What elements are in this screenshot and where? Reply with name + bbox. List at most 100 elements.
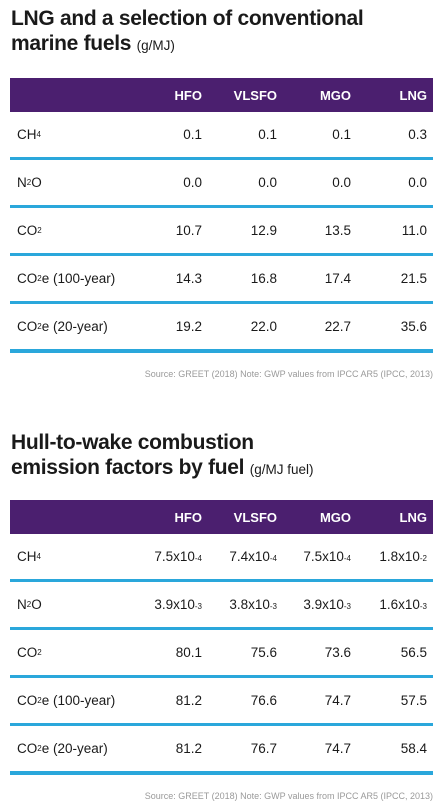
table-cell-value: 0.0 (271, 160, 351, 205)
cell-mantissa: 76.7 (250, 741, 277, 756)
table-cell-value: 16.8 (197, 256, 277, 301)
table-cell-value: 7.5x10 -4 (122, 534, 202, 579)
row-label: CO 2 (17, 630, 42, 675)
cell-number: 3.9x10 -3 (303, 597, 351, 612)
table-cell-value: 3.8x10 -3 (197, 582, 277, 627)
table-cell-value: 10.7 (122, 208, 202, 253)
cell-exponent: -3 (194, 602, 202, 611)
row-label-main: CH (17, 127, 37, 142)
cell-mantissa: 11.0 (401, 223, 427, 238)
row-label-main: CO (17, 741, 38, 756)
cell-number: 80.1 (176, 645, 202, 660)
cell-mantissa: 7.4x10 (229, 549, 270, 564)
table-row: N 2 O 0.0 0.0 0.0 0.0 (10, 160, 433, 208)
cell-number: 0.0 (258, 175, 277, 190)
row-label-subscript: 2 (37, 322, 42, 331)
row-label-main: CO (17, 645, 38, 660)
row-label-main: CO (17, 271, 38, 286)
cell-mantissa: 0.1 (258, 127, 277, 142)
cell-number: 0.1 (183, 127, 202, 142)
row-label: CO 2 e (20-year) (17, 304, 108, 349)
row-label-tail: O (31, 175, 42, 190)
table-2-source: Source: GREET (2018) Note: GWP values fr… (144, 791, 433, 801)
table-cell-value: 73.6 (271, 630, 351, 675)
cell-mantissa: 7.5x10 (154, 549, 195, 564)
cell-number: 22.7 (325, 319, 351, 334)
cell-mantissa: 1.6x10 (379, 597, 420, 612)
row-label: CO 2 (17, 208, 42, 253)
cell-mantissa: 57.5 (400, 693, 427, 708)
cell-mantissa: 81.2 (175, 693, 202, 708)
column-header: VLSFO (233, 87, 277, 103)
cell-number: 7.5x10 -4 (303, 549, 351, 564)
cell-number: 13.5 (325, 223, 351, 238)
table-row: CO 2 80.1 75.6 73.6 56.5 (10, 630, 433, 678)
row-label-tail: e (20-year) (41, 741, 108, 756)
table-header-row: HFO VLSFO MGO LNG (10, 78, 433, 112)
table-1-title: LNG and a selection of conventional mari… (11, 6, 371, 58)
cell-mantissa: 13.5 (324, 223, 351, 238)
column-header: MGO (319, 87, 351, 103)
table-cell-value: 35.6 (347, 304, 427, 349)
cell-exponent: -3 (269, 602, 277, 611)
cell-mantissa: 3.9x10 (154, 597, 195, 612)
table-2-unit: (g/MJ fuel) (249, 462, 314, 477)
table-cell-value: 11.0 (347, 208, 427, 253)
row-label-main: CH (17, 549, 37, 564)
table-cell-value: 0.1 (271, 112, 351, 157)
cell-mantissa: 76.6 (250, 693, 277, 708)
table-1-title-text: LNG and a selection of conventional mari… (11, 7, 364, 55)
table-cell-value: 21.5 (347, 256, 427, 301)
cell-mantissa: 16.8 (250, 271, 277, 286)
row-label-subscript: 2 (26, 600, 32, 609)
row-label-tail: O (31, 597, 42, 612)
cell-mantissa: 73.6 (324, 645, 351, 660)
row-label-subscript: 4 (36, 130, 41, 139)
row-label-subscript: 2 (37, 744, 42, 753)
cell-exponent: -4 (269, 554, 277, 563)
table-cell-value: 1.6x10 -3 (347, 582, 427, 627)
table-row: CH 4 0.1 0.1 0.1 0.3 (10, 112, 433, 160)
table-row: CO 2 e (100-year) 14.3 16.8 17.4 21.5 (10, 256, 433, 304)
cell-mantissa: 0.0 (183, 175, 202, 190)
cell-mantissa: 1.8x10 (379, 549, 420, 564)
table-cell-value: 19.2 (122, 304, 202, 349)
table-cell-value: 1.8x10 -2 (347, 534, 427, 579)
table-cell-value: 0.1 (197, 112, 277, 157)
cell-number: 1.8x10 -2 (379, 549, 427, 564)
cell-number: 74.7 (325, 741, 351, 756)
cell-exponent: -3 (419, 602, 427, 611)
row-label-tail: e (20-year) (41, 319, 108, 334)
row-label-subscript: 2 (37, 696, 42, 705)
table-row: CO 2 10.7 12.9 13.5 11.0 (10, 208, 433, 256)
cell-number: 81.2 (176, 741, 202, 756)
row-label: CO 2 e (100-year) (17, 678, 115, 723)
table-cell-value: 7.5x10 -4 (271, 534, 351, 579)
cell-exponent: -4 (343, 554, 351, 563)
column-header: VLSFO (233, 509, 277, 525)
table-cell-value: 3.9x10 -3 (271, 582, 351, 627)
cell-number: 7.4x10 -4 (229, 549, 277, 564)
table-cell-value: 81.2 (122, 678, 202, 723)
cell-number: 7.5x10 -4 (154, 549, 202, 564)
cell-mantissa: 81.2 (175, 741, 202, 756)
table-header-row: HFO VLSFO MGO LNG (10, 500, 433, 534)
cell-number: 21.5 (401, 271, 427, 286)
table-cell-value: 22.7 (271, 304, 351, 349)
cell-mantissa: 12.9 (250, 223, 277, 238)
cell-number: 35.6 (401, 319, 427, 334)
row-label: CH 4 (17, 534, 41, 579)
table-section-2: Hull-to-wake combustion emission factors… (10, 430, 433, 801)
table-cell-value: 22.0 (197, 304, 277, 349)
cell-mantissa: 35.6 (400, 319, 427, 334)
cell-mantissa: 22.0 (250, 319, 277, 334)
row-label: CH 4 (17, 112, 41, 157)
table-cell-value: 0.3 (347, 112, 427, 157)
table-cell-value: 76.7 (197, 726, 277, 771)
row-label-main: CO (17, 319, 38, 334)
cell-number: 0.0 (183, 175, 202, 190)
cell-number: 0.0 (408, 175, 427, 190)
table-row: CO 2 e (20-year) 81.2 76.7 74.7 58.4 (10, 726, 433, 775)
cell-mantissa: 19.2 (175, 319, 202, 334)
